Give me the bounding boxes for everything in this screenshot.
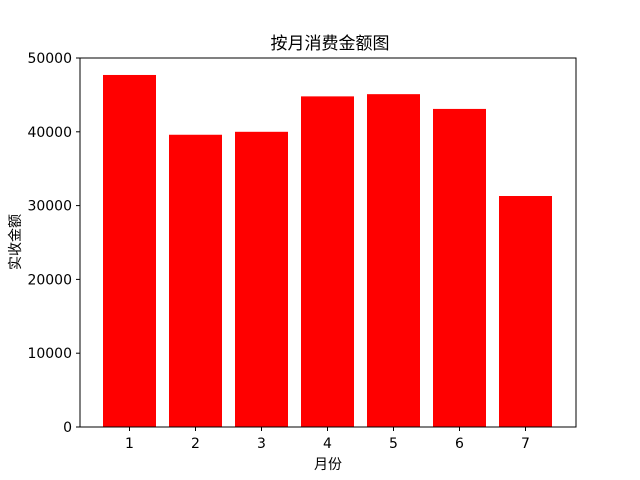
y-tick-label: 0 [63,420,72,436]
bar-month-5 [367,94,420,428]
plot-frame [79,57,577,428]
x-tick-label: 6 [455,436,464,452]
bar-month-3 [235,131,288,428]
x-axis-label: 月份 [314,457,342,473]
x-tick-label: 5 [389,436,398,452]
bar-month-7 [499,196,552,427]
y-tick-label: 40000 [27,125,72,141]
bars-group [103,74,552,428]
x-tick-label: 3 [257,436,266,452]
x-tick-label: 7 [521,436,530,452]
y-tick-label: 30000 [27,199,72,215]
x-tick-label: 2 [191,436,200,452]
x-tick-label: 4 [323,436,332,452]
y-axis-ticks: 0 10000 20000 30000 40000 50000 [27,51,80,436]
x-tick-label: 1 [125,436,134,452]
bar-month-2 [169,134,222,427]
y-tick-label: 50000 [27,51,72,67]
x-axis-ticks: 1 2 3 4 5 6 7 [125,427,530,452]
y-axis-label: 实收金额 [8,214,24,270]
bar-month-4 [301,96,354,427]
y-tick-label: 20000 [27,272,72,288]
y-tick-label: 10000 [27,346,72,362]
bar-month-6 [433,108,486,427]
bar-month-1 [103,74,156,427]
chart-title: 按月消费金额图 [271,34,390,54]
